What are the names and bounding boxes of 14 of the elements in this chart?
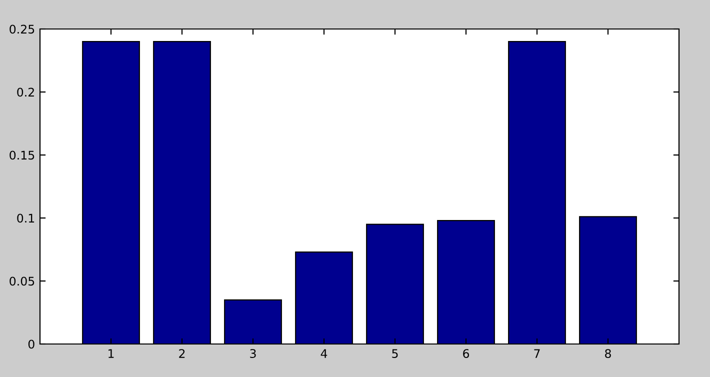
x-tick-label: 7 [534,349,540,358]
x-tick-label: 5 [392,349,398,358]
x-tick-label: 3 [250,349,256,358]
y-tick-label: 0.2 [17,88,34,97]
x-tick-label: 2 [179,349,185,358]
x-tick-label: 6 [463,349,470,358]
y-tick-label: 0.1 [17,214,34,223]
x-tick-label: 1 [108,349,114,358]
y-tick-label: 0 [28,340,34,349]
x-tick-label: 4 [320,349,328,358]
y-tick-label: 0.25 [10,24,34,34]
y-tick-label: 0.15 [10,150,34,160]
x-tick-label: 8 [605,349,611,358]
y-tick-label: 0.05 [10,276,34,286]
